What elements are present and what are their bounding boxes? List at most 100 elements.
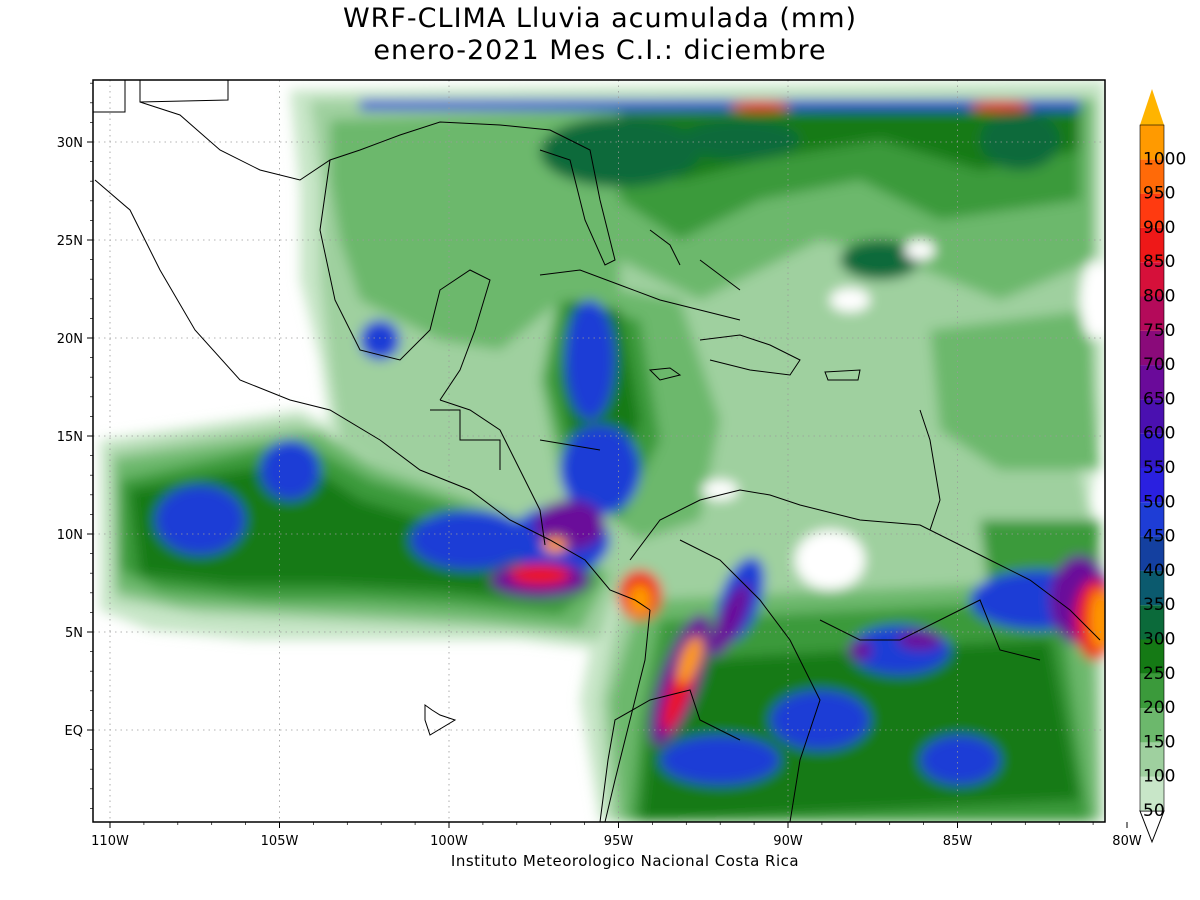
rain-cell (702, 480, 738, 500)
map-subtitle: enero-2021 Mes C.I.: diciembre (373, 35, 827, 66)
colorbar-segment (1140, 536, 1164, 571)
rain-cell (830, 288, 870, 312)
rain-cell (840, 240, 920, 280)
rain-cell (905, 240, 935, 260)
rain-cell (540, 117, 700, 187)
colorbar-segment (1140, 673, 1164, 709)
rain-cell (628, 584, 652, 616)
border-line (93, 80, 229, 113)
lon-tick-label: 85W (943, 834, 973, 849)
ecuador-peru-border (599, 689, 741, 822)
lon-tick-label: 100W (430, 834, 468, 849)
rain-cell (680, 120, 800, 160)
colorbar-frame (1139, 124, 1165, 812)
colorbar-label: 400 (1143, 561, 1175, 581)
colorbar-segment (1140, 365, 1164, 400)
rain-cell (560, 425, 640, 515)
rain-cell (898, 630, 942, 650)
colorbar-label: 100 (1143, 767, 1175, 787)
colorbar-over-triangle (1140, 89, 1164, 125)
latitude-axis: 30N 25N 20N 15N 10N 5N EQ (57, 82, 93, 809)
rain-contour (330, 110, 620, 350)
puerto-rico-coastline (824, 369, 861, 381)
lat-tick-label: 15N (57, 430, 83, 445)
hispaniola-coastline (699, 334, 801, 376)
lesser-antilles-coastline (919, 409, 941, 531)
map-frame (92, 79, 1106, 823)
colorbar-label: 750 (1143, 321, 1175, 341)
lon-tick-label: 105W (261, 834, 299, 849)
lat-tick-label: 10N (57, 528, 83, 543)
colorbar-label: 350 (1143, 595, 1175, 615)
rain-contour (930, 310, 1100, 470)
colorbar-segment (1140, 468, 1164, 503)
precipitation-field (93, 80, 1105, 822)
lat-tick-label: 25N (57, 234, 83, 249)
colorbar-label: 550 (1143, 458, 1175, 478)
colorbar-segment (1140, 570, 1164, 606)
rain-cell (1080, 260, 1105, 340)
colorbar-segment (1140, 776, 1164, 811)
lat-tick-label: 30N (57, 136, 83, 151)
lon-tick-label: 80W (1112, 834, 1142, 849)
colorbar-label: 150 (1143, 732, 1175, 752)
south-america-west-coast (604, 609, 651, 822)
venezuela-border (819, 599, 1041, 661)
rain-cell (360, 320, 400, 360)
colorbar-label: 50 (1143, 801, 1165, 821)
lon-tick-label: 110W (91, 834, 129, 849)
cuba-coastline (539, 269, 741, 321)
lon-tick-label: 90W (773, 834, 803, 849)
pacific-coastline (94, 179, 651, 611)
caribbean-coastline-ca (439, 399, 546, 546)
rain-cell (260, 440, 320, 500)
colorbar-segment (1140, 262, 1164, 297)
colorbar-segment (1140, 296, 1164, 331)
mexico-gulf-coastline (319, 159, 491, 401)
rain-cell (920, 735, 1000, 785)
colorbar-label: 250 (1143, 664, 1175, 684)
rain-cell (980, 110, 1060, 170)
us-gulf-coastline (139, 101, 616, 266)
rain-cell (770, 690, 870, 750)
colorbar-segment (1140, 330, 1164, 366)
rain-cell (565, 300, 615, 420)
longitude-axis: 110W105W100W95W90W85W80W75W70W65W60W55W (91, 822, 1142, 849)
colorbar-label: 600 (1143, 424, 1175, 444)
colorbar-segment (1140, 159, 1164, 194)
rain-cell (795, 530, 865, 590)
south-america-north-coast (629, 489, 1101, 641)
colorbar-label: 900 (1143, 218, 1175, 238)
colorbar-label: 450 (1143, 527, 1175, 547)
colorbar-segment (1140, 605, 1164, 640)
colorbar-label: 650 (1143, 389, 1175, 409)
lat-tick-label: EQ (65, 724, 83, 739)
colorbar-legend: 50 100 150 200 250 300 350 400 450 500 550 600 650 70… (1139, 89, 1186, 844)
colorbar-label: 300 (1143, 630, 1175, 650)
colorbar-label: 500 (1143, 492, 1175, 512)
rain-cell (1090, 590, 1105, 650)
rain-cell (970, 101, 1030, 111)
colorbar-segment (1140, 399, 1164, 434)
jamaica-coastline (648, 367, 682, 381)
colorbar-segment (1140, 125, 1164, 160)
rain-cell (660, 735, 780, 785)
colorbar-segment (1140, 742, 1164, 777)
colorbar-segment (1140, 639, 1164, 674)
lon-tick-label: 95W (604, 834, 634, 849)
galapagos-coastline (424, 704, 457, 736)
colombia-border (679, 539, 821, 822)
rain-cell (709, 583, 751, 657)
rain-cell (510, 565, 570, 585)
central-america-borders (430, 409, 601, 470)
rain-cell (730, 101, 790, 111)
rain-cell (848, 640, 872, 660)
colorbar-label: 800 (1143, 287, 1175, 307)
colorbar-segment (1140, 193, 1164, 228)
colorbar-label: 850 (1143, 252, 1175, 272)
bahamas-coastline (649, 229, 741, 291)
rain-band (360, 100, 1080, 110)
rain-cell (155, 485, 245, 555)
colorbar-label: 1000 (1143, 149, 1186, 169)
